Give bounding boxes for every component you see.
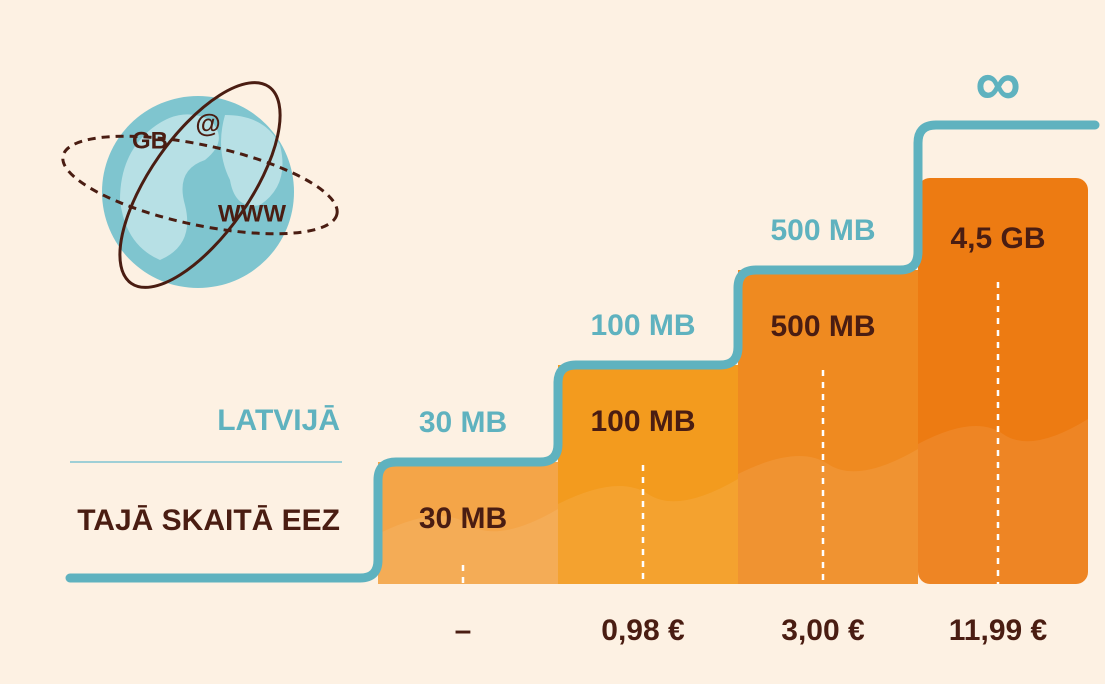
price: – bbox=[455, 614, 472, 647]
wave bbox=[918, 419, 1088, 584]
eez-amount: 500 MB bbox=[770, 310, 875, 343]
latvija-amount: 100 MB bbox=[590, 309, 695, 342]
latvija-amount: 500 MB bbox=[770, 214, 875, 247]
price: 3,00 € bbox=[781, 614, 865, 647]
infographic: GB @ WWW LATVIJĀ TAJĀ SKAITĀ EEZ 30 MB 30… bbox=[0, 0, 1105, 684]
row-label: TAJĀ SKAITĀ EEZ bbox=[77, 504, 340, 537]
wave bbox=[558, 479, 738, 584]
eez-amount: 100 MB bbox=[590, 405, 695, 438]
globe-label: GB bbox=[132, 127, 168, 154]
wave bbox=[738, 449, 918, 584]
price: 11,99 € bbox=[949, 614, 1048, 647]
price: 0,98 € bbox=[601, 614, 685, 647]
globe-label: WWW bbox=[218, 200, 286, 227]
latvija-amount: ∞ bbox=[975, 47, 1021, 119]
eez-amount: 4,5 GB bbox=[950, 222, 1045, 255]
latvija-amount: 30 MB bbox=[419, 406, 507, 439]
row-label: LATVIJĀ bbox=[217, 404, 340, 437]
eez-amount: 30 MB bbox=[419, 502, 507, 535]
globe-label: @ bbox=[195, 108, 220, 138]
